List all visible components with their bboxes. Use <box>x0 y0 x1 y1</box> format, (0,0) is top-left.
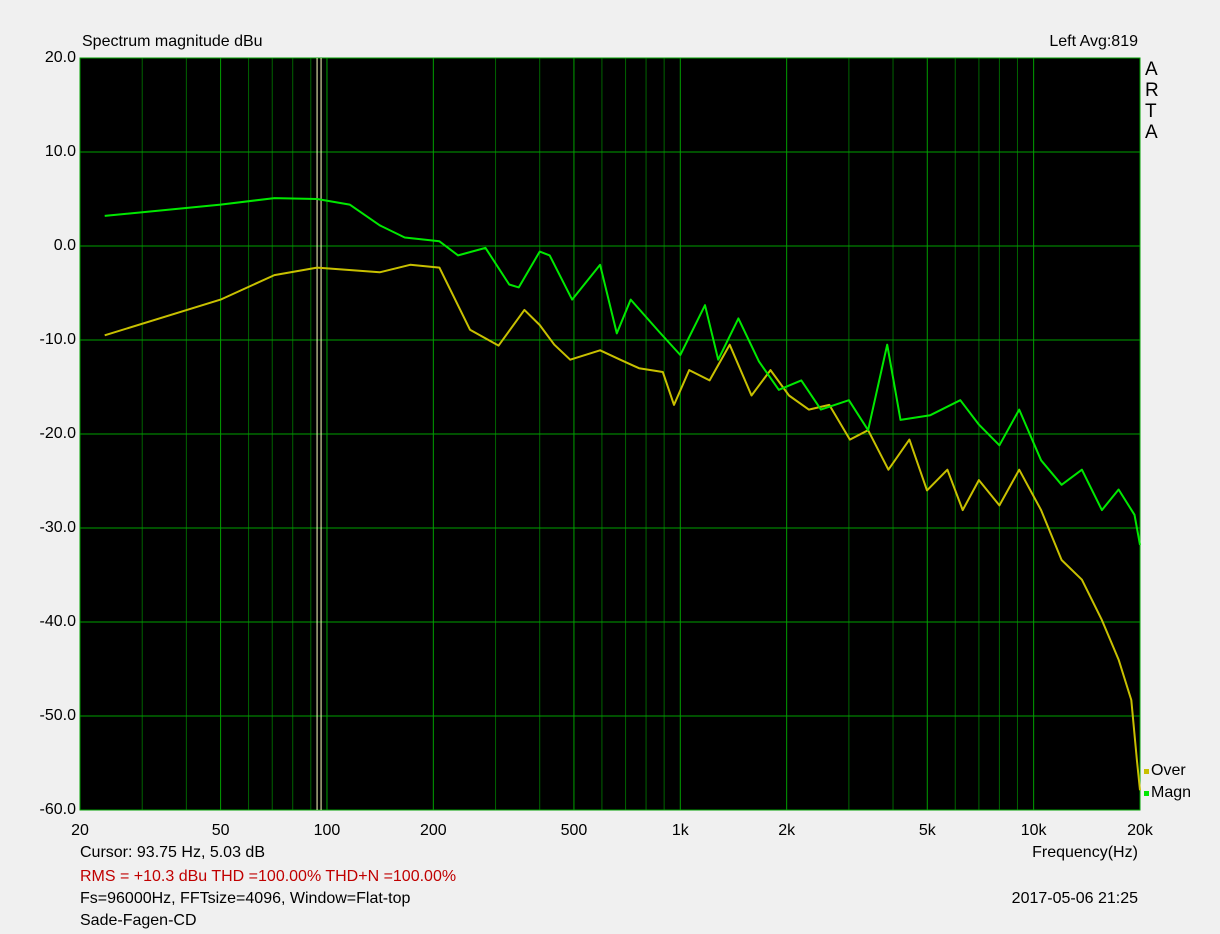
x-tick-label: 20k <box>1127 822 1154 839</box>
legend-label: Over <box>1151 762 1186 779</box>
x-tick-label: 5k <box>919 822 937 839</box>
series-line <box>104 197 1141 546</box>
y-tick-label: -10.0 <box>40 331 77 348</box>
x-tick-label: 500 <box>561 822 588 839</box>
channel-label: Left Avg:819 <box>1049 33 1138 50</box>
cursor-text: Cursor: 93.75 Hz, 5.03 dB <box>80 844 265 861</box>
y-tick-label: 0.0 <box>54 237 76 254</box>
legend-swatch <box>1144 791 1149 796</box>
stats-text: RMS = +10.3 dBu THD =100.00% THD+N =100.… <box>80 868 456 885</box>
x-tick-label: 10k <box>1021 822 1048 839</box>
x-tick-label: 1k <box>672 822 690 839</box>
y-tick-label: 10.0 <box>45 143 76 160</box>
y-tick-label: -30.0 <box>40 519 77 536</box>
plot-frame <box>79 57 1141 811</box>
x-tick-label: 200 <box>420 822 447 839</box>
chart-title: Spectrum magnitude dBu <box>82 33 263 50</box>
side-label: A <box>1145 122 1158 143</box>
x-tick-label: 20 <box>71 822 89 839</box>
y-tick-label: -60.0 <box>40 801 77 818</box>
y-tick-label: 20.0 <box>45 49 76 66</box>
x-tick-label: 100 <box>314 822 341 839</box>
x-axis-label: Frequency(Hz) <box>1032 844 1138 861</box>
y-tick-label: -20.0 <box>40 425 77 442</box>
side-label: A <box>1145 59 1158 80</box>
x-tick-label: 2k <box>778 822 796 839</box>
legend-swatch <box>1144 769 1149 774</box>
grid <box>79 57 1141 811</box>
side-label: T <box>1145 101 1157 122</box>
x-tick-label: 50 <box>212 822 230 839</box>
side-label: R <box>1145 80 1159 101</box>
file-name: Sade-Fagen-CD <box>80 912 197 929</box>
y-tick-label: -50.0 <box>40 707 77 724</box>
series-line <box>104 263 1141 791</box>
settings-text: Fs=96000Hz, FFTsize=4096, Window=Flat-to… <box>80 890 410 907</box>
y-tick-label: -40.0 <box>40 613 77 630</box>
timestamp: 2017-05-06 21:25 <box>1012 890 1138 907</box>
legend-label: Magn <box>1151 784 1191 801</box>
